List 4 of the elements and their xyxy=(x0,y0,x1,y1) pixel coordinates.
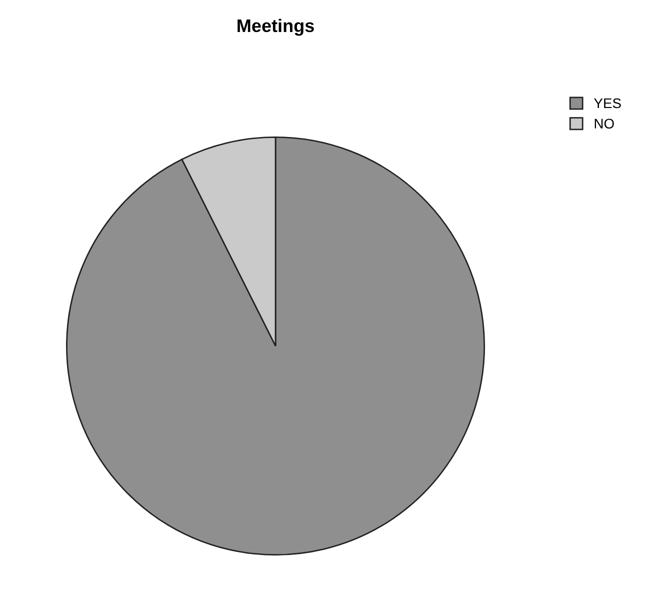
legend-label: YES xyxy=(594,98,621,108)
pie-slice xyxy=(66,136,486,556)
legend-label: NO xyxy=(594,118,614,129)
chart-title: Meetings xyxy=(238,18,314,36)
